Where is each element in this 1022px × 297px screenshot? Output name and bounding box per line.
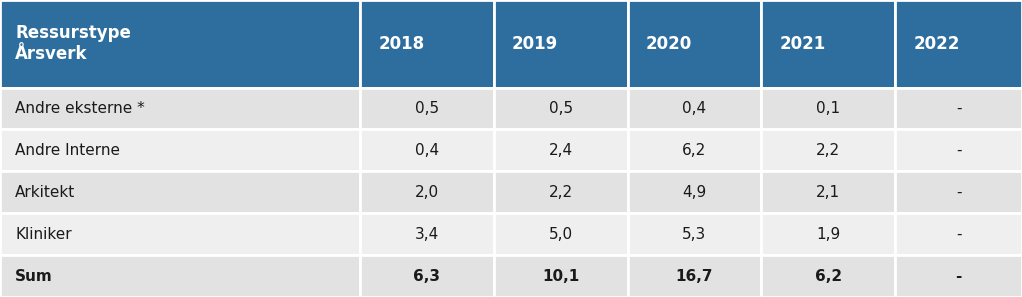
Bar	[895, 171, 1022, 213]
Text: -: -	[956, 143, 962, 158]
Bar	[494, 88, 628, 129]
Text: -: -	[956, 268, 962, 284]
Text: -: -	[956, 185, 962, 200]
Text: 2,1: 2,1	[817, 185, 840, 200]
Bar	[761, 0, 895, 88]
Bar	[895, 255, 1022, 297]
Text: 2021: 2021	[780, 35, 826, 53]
Text: 1,9: 1,9	[817, 227, 840, 242]
Bar	[628, 255, 761, 297]
Text: 2,0: 2,0	[415, 185, 438, 200]
Text: 0,4: 0,4	[683, 101, 706, 116]
Bar	[761, 88, 895, 129]
Bar	[761, 171, 895, 213]
Text: 2019: 2019	[512, 35, 558, 53]
Bar	[761, 129, 895, 171]
Text: 16,7: 16,7	[676, 268, 713, 284]
Bar	[494, 255, 628, 297]
Bar	[494, 129, 628, 171]
Bar	[895, 213, 1022, 255]
Bar	[628, 0, 761, 88]
Text: 6,2: 6,2	[815, 268, 842, 284]
Bar	[628, 171, 761, 213]
Text: 2018: 2018	[378, 35, 424, 53]
Bar	[895, 88, 1022, 129]
Bar	[761, 255, 895, 297]
Text: Kliniker: Kliniker	[15, 227, 72, 242]
Text: 2,2: 2,2	[549, 185, 572, 200]
Bar	[0, 129, 360, 171]
Bar	[494, 171, 628, 213]
Text: 0,4: 0,4	[415, 143, 438, 158]
Bar	[0, 0, 360, 88]
Bar	[494, 213, 628, 255]
Text: 5,0: 5,0	[549, 227, 572, 242]
Bar	[360, 255, 494, 297]
Text: Arkitekt: Arkitekt	[15, 185, 76, 200]
Text: Andre Interne: Andre Interne	[15, 143, 121, 158]
Bar	[360, 129, 494, 171]
Text: 3,4: 3,4	[415, 227, 438, 242]
Bar	[628, 213, 761, 255]
Bar	[628, 88, 761, 129]
Text: 5,3: 5,3	[683, 227, 706, 242]
Text: 6,3: 6,3	[413, 268, 440, 284]
Text: Andre eksterne *: Andre eksterne *	[15, 101, 145, 116]
Text: 2022: 2022	[914, 35, 960, 53]
Text: -: -	[956, 101, 962, 116]
Text: 2,2: 2,2	[817, 143, 840, 158]
Text: -: -	[956, 227, 962, 242]
Text: 2,4: 2,4	[549, 143, 572, 158]
Text: 10,1: 10,1	[542, 268, 579, 284]
Bar	[360, 213, 494, 255]
Bar	[360, 0, 494, 88]
Text: 0,5: 0,5	[415, 101, 438, 116]
Text: 0,1: 0,1	[817, 101, 840, 116]
Bar	[0, 88, 360, 129]
Bar	[0, 213, 360, 255]
Bar	[895, 129, 1022, 171]
Text: Sum: Sum	[15, 268, 53, 284]
Bar	[0, 255, 360, 297]
Bar	[0, 171, 360, 213]
Text: 6,2: 6,2	[683, 143, 706, 158]
Bar	[761, 213, 895, 255]
Text: 2020: 2020	[646, 35, 692, 53]
Bar	[360, 171, 494, 213]
Text: 0,5: 0,5	[549, 101, 572, 116]
Text: Ressurstype
Årsverk: Ressurstype Årsverk	[15, 24, 131, 63]
Text: 4,9: 4,9	[683, 185, 706, 200]
Bar	[895, 0, 1022, 88]
Bar	[494, 0, 628, 88]
Bar	[360, 88, 494, 129]
Bar	[628, 129, 761, 171]
